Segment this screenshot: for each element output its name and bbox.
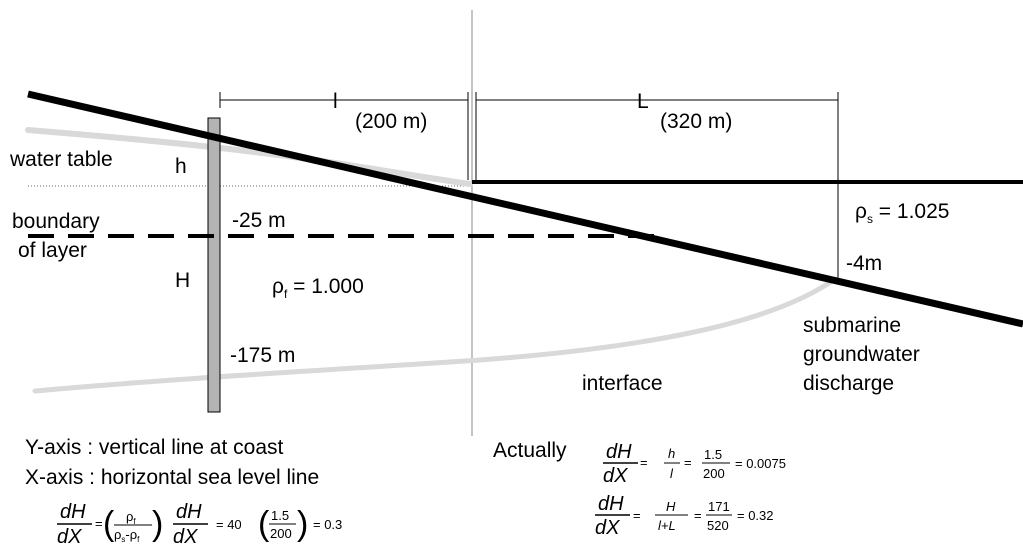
svg-text:l: l — [670, 466, 674, 481]
svg-text:171: 171 — [708, 499, 730, 514]
sgd-label-line1: submarine — [803, 314, 901, 337]
depth-25-label: -25 m — [232, 209, 286, 232]
svg-text:ρs-ρf: ρs-ρf — [114, 527, 140, 544]
svg-text:1.5: 1.5 — [271, 508, 289, 523]
diagonal-line — [27, 90, 1023, 328]
boundary-label-line1: boundary — [12, 210, 100, 233]
svg-text:200: 200 — [270, 526, 292, 541]
L-label: L — [637, 90, 649, 113]
sgd-label-line3: discharge — [803, 372, 894, 395]
x-axis-note: X-axis : horizontal sea level line — [25, 466, 319, 489]
rho-f-label: ρf = 1.000 — [272, 275, 364, 301]
svg-text:(: ( — [258, 505, 270, 543]
svg-text:=: = — [95, 516, 103, 531]
svg-text:=: = — [684, 455, 692, 470]
interface-curve — [32, 276, 838, 394]
svg-text:(: ( — [103, 505, 115, 543]
svg-text:dX: dX — [57, 526, 82, 548]
rho-s-label: ρs = 1.025 — [855, 200, 949, 226]
svg-text:1.5: 1.5 — [704, 447, 722, 462]
equation-gradient-estimate: dH dX = ( ρf ρs-ρf ) dH dX = 40 ( 1.5 20… — [57, 501, 342, 548]
svg-text:=: = — [640, 455, 648, 470]
svg-text:= 40: = 40 — [216, 517, 242, 532]
y-axis-note: Y-axis : vertical line at coast — [25, 436, 284, 459]
svg-text:h: h — [668, 446, 675, 461]
dimension-L — [475, 92, 839, 279]
well-column — [207, 117, 221, 413]
svg-text:dX: dX — [595, 517, 620, 539]
interface-label: interface — [582, 372, 663, 395]
svg-text:dH: dH — [60, 501, 86, 523]
svg-text:=: = — [633, 508, 641, 523]
depth-175-label: -175 m — [230, 344, 295, 367]
svg-text:200: 200 — [703, 466, 725, 481]
svg-text:H: H — [666, 499, 676, 514]
l-label: l — [333, 90, 338, 113]
svg-text:dH: dH — [176, 501, 202, 523]
depth-4-label: -4m — [846, 252, 882, 275]
svg-text:): ) — [152, 505, 163, 543]
svg-text:dH: dH — [606, 441, 632, 463]
h-label: h — [175, 155, 187, 178]
H-label: H — [175, 269, 190, 292]
svg-text:= 0.0075: = 0.0075 — [735, 456, 786, 471]
equation-actual-gradient: dH dX = H l+L = 171 520 = 0.32 — [595, 493, 774, 539]
actually-label: Actually — [493, 439, 567, 462]
svg-text:dH: dH — [598, 493, 624, 515]
svg-text:=: = — [694, 508, 702, 523]
svg-text:): ) — [297, 505, 308, 543]
svg-text:dX: dX — [173, 526, 198, 548]
svg-text:= 0.32: = 0.32 — [737, 508, 774, 523]
svg-text:= 0.3: = 0.3 — [313, 517, 342, 532]
water-table-label: water table — [9, 148, 113, 171]
svg-text:l+L: l+L — [658, 518, 676, 533]
svg-text:ρf: ρf — [126, 509, 136, 526]
svg-text:dX: dX — [603, 465, 628, 487]
equation-actual-hydraulic: dH dX = h l = 1.5 200 = 0.0075 — [603, 441, 786, 487]
svg-text:520: 520 — [707, 518, 729, 533]
sgd-label-line2: groundwater — [803, 343, 920, 366]
boundary-label-line2: of layer — [18, 239, 87, 262]
dimension-l — [219, 92, 469, 180]
L-distance-label: (320 m) — [660, 110, 732, 133]
l-distance-label: (200 m) — [355, 110, 427, 133]
